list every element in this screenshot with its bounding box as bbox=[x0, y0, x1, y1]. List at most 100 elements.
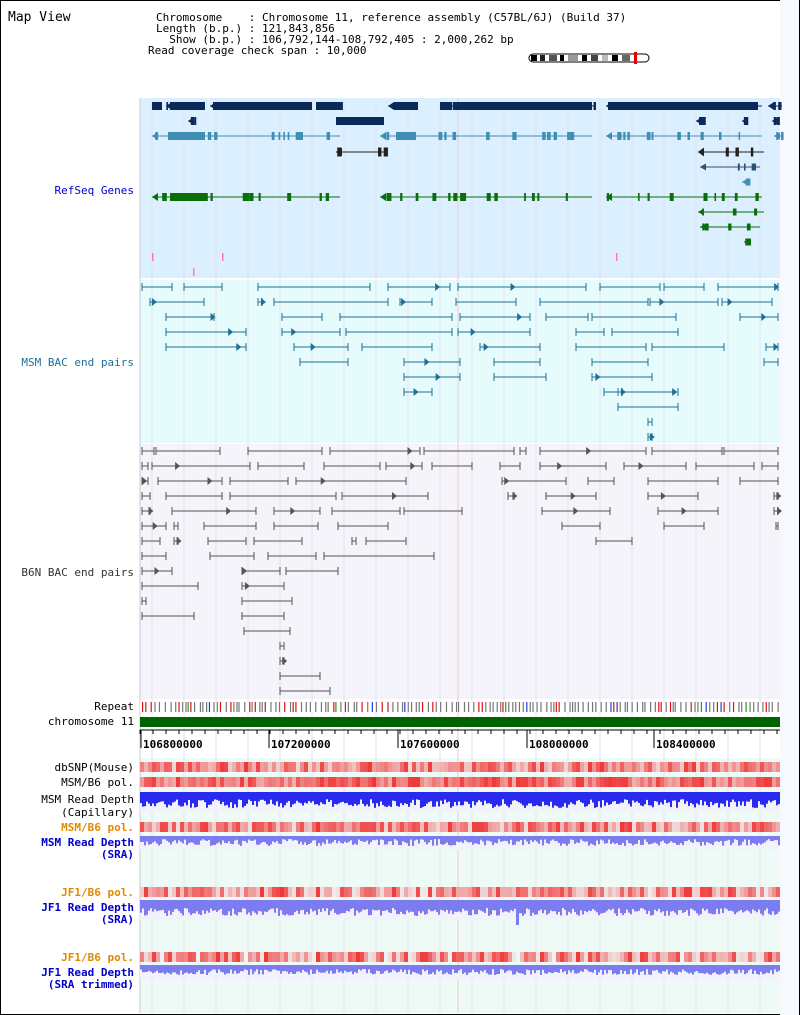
msm-depth-sra-bar bbox=[688, 836, 690, 840]
msm-depth-capillary-bar bbox=[388, 792, 390, 806]
dbsnp-cell bbox=[272, 762, 276, 772]
dbsnp-cell bbox=[432, 762, 436, 772]
msm-depth-sra-bar bbox=[368, 836, 370, 845]
dbsnp-cell bbox=[768, 762, 772, 772]
msm-depth-capillary-bar bbox=[624, 792, 626, 800]
gene-exon bbox=[326, 132, 331, 140]
msm-b6-pol-cell bbox=[664, 777, 668, 787]
dbsnp-cell bbox=[156, 762, 160, 772]
msm-depth-sra-bar bbox=[358, 836, 360, 840]
msm-depth-capillary-bar bbox=[202, 792, 204, 801]
jf1-depth-trimmed-bar bbox=[268, 965, 270, 972]
jf1-depth-trimmed-bar bbox=[290, 965, 292, 973]
dbsnp-cell bbox=[500, 762, 504, 772]
msm-depth-sra-bar bbox=[620, 836, 622, 845]
repeat-element bbox=[540, 702, 542, 712]
jf1-depth-sra-bar bbox=[304, 900, 306, 915]
msm-depth-sra-bar bbox=[764, 836, 766, 843]
jf1-depth-sra-bar bbox=[614, 900, 616, 914]
jf1-b6-pol-trimmed-cell bbox=[332, 952, 336, 962]
msm-depth-sra-bar bbox=[170, 836, 172, 845]
jf1-depth-trimmed-bar bbox=[564, 965, 566, 972]
jf1-depth-sra-bar bbox=[158, 900, 160, 911]
axis-tick-label: 108000000 bbox=[529, 738, 589, 751]
jf1-b6-pol-trimmed-cell bbox=[508, 952, 512, 962]
msm-b6-pol-sra-cell bbox=[288, 822, 292, 832]
b6n-bac-arrow bbox=[573, 507, 579, 515]
dbsnp-cell bbox=[660, 762, 664, 772]
msm-depth-sra-bar bbox=[594, 836, 596, 846]
msm-depth-sra-bar bbox=[326, 836, 328, 840]
msm-b6-pol-cell bbox=[300, 777, 304, 787]
repeat-element bbox=[650, 702, 652, 712]
jf1-depth-trimmed-bar bbox=[746, 965, 748, 973]
msm-depth-capillary-bar bbox=[156, 792, 158, 804]
jf1-b6-pol-trimmed-cell bbox=[460, 952, 464, 962]
msm-b6-pol-sra-cell bbox=[160, 822, 164, 832]
gene-exon bbox=[271, 132, 275, 140]
msm-b6-pol-sra-cell bbox=[716, 822, 720, 832]
msm-b6-pol-cell bbox=[700, 777, 704, 787]
msm-depth-capillary-bar bbox=[306, 792, 308, 804]
msm-depth-capillary-bar bbox=[444, 792, 446, 800]
jf1-b6-pol-trimmed-cell bbox=[620, 952, 624, 962]
jf1-depth-trimmed-bar bbox=[490, 965, 492, 975]
dbsnp-cell bbox=[632, 762, 636, 772]
msm-depth-sra-bar bbox=[774, 836, 776, 841]
jf1-depth-trimmed-bar bbox=[740, 965, 742, 973]
msm-b6-pol-cell bbox=[732, 777, 736, 787]
msm-b6-pol-cell bbox=[388, 777, 392, 787]
jf1-depth-trimmed-bar bbox=[466, 965, 468, 975]
msm-depth-sra-bar bbox=[546, 836, 548, 844]
jf1-depth-trimmed-bar bbox=[208, 965, 210, 973]
jf1-b6-pol-trimmed-cell bbox=[312, 952, 316, 962]
msm-depth-sra-bar bbox=[418, 836, 420, 844]
jf1-depth-trimmed-bar bbox=[400, 965, 402, 970]
gene-exon bbox=[705, 193, 708, 201]
jf1-depth-sra-bar bbox=[286, 900, 288, 915]
repeat-element bbox=[619, 702, 621, 712]
jf1-b6-pol-cell bbox=[680, 887, 684, 897]
msm-b6-pol-cell bbox=[604, 777, 608, 787]
jf1-b6-pol-cell bbox=[660, 887, 664, 897]
jf1-b6-pol-trimmed-cell bbox=[464, 952, 468, 962]
repeat-element bbox=[213, 702, 215, 712]
msm-b6-pol-cell bbox=[476, 777, 480, 787]
repeat-element bbox=[644, 702, 646, 712]
jf1-depth-sra-bar bbox=[558, 900, 560, 912]
jf1-depth-sra-bar bbox=[378, 900, 380, 910]
jf1-b6-pol-trimmed-cell bbox=[420, 952, 424, 962]
jf1-depth-trimmed-bar bbox=[302, 965, 304, 970]
jf1-depth-spike bbox=[516, 900, 519, 925]
jf1-depth-trimmed-bar bbox=[276, 965, 278, 971]
chromosome-ideogram[interactable] bbox=[528, 52, 652, 64]
msm-depth-sra-bar bbox=[514, 836, 516, 845]
jf1-b6-pol-cell bbox=[636, 887, 640, 897]
msm-b6-pol-sra-cell bbox=[284, 822, 288, 832]
repeat-element bbox=[292, 702, 294, 712]
msm-b6-pol-sra-cell bbox=[224, 822, 228, 832]
jf1-depth-trimmed-bar bbox=[222, 965, 224, 973]
msm-depth-capillary-bar bbox=[206, 792, 208, 808]
msm-b6-pol-sra-cell bbox=[744, 822, 748, 832]
msm-depth-sra-bar bbox=[374, 836, 376, 841]
msm-b6-pol-cell bbox=[240, 777, 244, 787]
msm-b6-pol-sra-cell bbox=[220, 822, 224, 832]
jf1-b6-pol-trimmed-cell bbox=[352, 952, 356, 962]
jf1-b6-pol-cell bbox=[448, 887, 452, 897]
msm-depth-sra-bar bbox=[210, 836, 212, 846]
msm-depth-capillary-bar bbox=[180, 792, 182, 807]
msm-depth-sra-bar bbox=[712, 836, 714, 845]
msm-depth-sra-bar bbox=[644, 836, 646, 840]
dbsnp-cell bbox=[284, 762, 288, 772]
jf1-b6-pol-cell bbox=[320, 887, 324, 897]
msm-depth-sra-bar bbox=[602, 836, 604, 841]
jf1-depth-sra-bar bbox=[178, 900, 180, 912]
msm-depth-sra-bar bbox=[352, 836, 354, 845]
jf1-depth-trimmed-bar bbox=[244, 965, 246, 970]
msm-depth-sra-bar bbox=[196, 836, 198, 845]
msm-depth-sra-bar bbox=[744, 836, 746, 840]
gene-exon bbox=[725, 147, 729, 157]
jf1-depth-sra-bar bbox=[620, 900, 622, 914]
jf1-b6-pol-trimmed-cell bbox=[516, 952, 520, 962]
